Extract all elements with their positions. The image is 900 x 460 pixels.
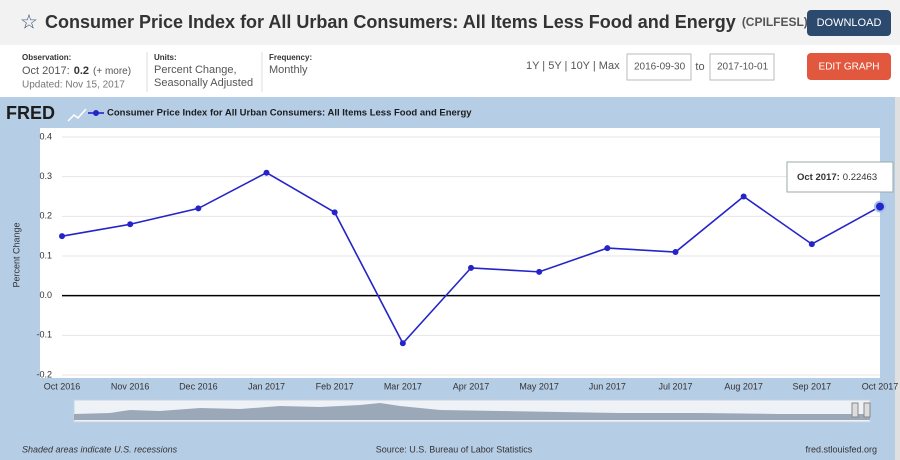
observation: Oct 2017: 0.2 (+ more): [22, 65, 131, 77]
x-tick-label: Jun 2017: [589, 381, 626, 391]
start-date-input[interactable]: [626, 53, 692, 81]
observation-heading: Observation:: [22, 53, 71, 62]
navigator-area: [74, 403, 870, 420]
tooltip-value: 0.22463: [843, 172, 877, 183]
more-link[interactable]: (+ more): [93, 66, 131, 77]
edit-graph-button[interactable]: [807, 53, 891, 80]
x-tick-label: Nov 2016: [111, 381, 150, 391]
tooltip: Oct 2017: 0.22463: [786, 161, 894, 193]
source: Source: U.S. Bureau of Labor Statistics: [376, 444, 533, 454]
x-tick-label: May 2017: [519, 381, 559, 391]
y-tick-label: 0.0: [39, 290, 52, 300]
x-tick-label: Oct 2016: [44, 381, 81, 391]
data-point: [604, 245, 611, 252]
y-tick-label: -0.1: [36, 330, 52, 340]
range-links[interactable]: 1Y | 5Y | 10Y | Max: [526, 60, 620, 72]
data-point: [127, 221, 134, 228]
data-point: [536, 268, 543, 275]
end-date[interactable]: 2017-10-01: [717, 62, 769, 73]
download-label[interactable]: DOWNLOAD: [817, 17, 882, 29]
units: Seasonally Adjusted: [154, 77, 253, 89]
logo-icon: [67, 108, 87, 122]
navigator-handle[interactable]: [863, 402, 871, 418]
to-label: to: [695, 61, 704, 73]
y-tick-label: 0.1: [39, 250, 52, 260]
plot: -0.2 -0.1 0.0 0.1 0.2 0.3 0.4 Oct 2016 Nov 2016 D…: [36, 131, 898, 391]
tooltip-box: [786, 161, 894, 193]
site: fred.stlouisfed.org: [805, 444, 877, 454]
updated: Updated: Nov 15, 2017: [22, 80, 125, 91]
frequency-heading: Frequency:: [269, 53, 312, 62]
page-title: Consumer Price Index for All Urban Consu…: [45, 12, 808, 32]
observation-date: Oct 2017:: [22, 65, 70, 77]
start-date[interactable]: 2016-09-30: [634, 62, 686, 73]
tooltip-label: Oct 2017:: [797, 172, 840, 183]
plot-background: [40, 128, 880, 378]
x-tick-label: Aug 2017: [724, 381, 763, 391]
frequency: Monthly: [269, 64, 308, 76]
fred-logo: FRED: [6, 103, 55, 123]
x-tick-label: Sep 2017: [793, 381, 832, 391]
series-id: (CPILFESL): [742, 15, 808, 29]
data-point: [874, 200, 886, 213]
y-tick-label: -0.2: [36, 369, 52, 379]
units-heading: Units:: [154, 53, 177, 62]
end-date-input[interactable]: [709, 53, 775, 81]
y-axis-label: Percent Change: [11, 222, 21, 287]
y-tick-label: 0.4: [39, 131, 52, 141]
tooltip-text: Oct 2017: 0.22463: [797, 172, 877, 183]
recession-note: Shaded areas indicate U.S. recessions: [22, 444, 178, 454]
x-tick-label: Mar 2017: [384, 381, 422, 391]
y-tick-label: 0.2: [39, 211, 52, 221]
legend-marker: [93, 110, 99, 116]
data-point: [331, 209, 338, 216]
scrollbar: [895, 97, 900, 460]
x-tick-label: Feb 2017: [316, 381, 354, 391]
observation-value: 0.2: [74, 65, 89, 77]
header-bar: [0, 0, 900, 45]
y-tick-label: 0.3: [39, 171, 52, 181]
x-tick-label: Jul 2017: [658, 381, 692, 391]
x-tick-label: Apr 2017: [453, 381, 490, 391]
data-point: [808, 241, 815, 248]
units: Percent Change,: [154, 64, 237, 76]
x-tick-label: Jan 2017: [248, 381, 285, 391]
data-point: [263, 169, 270, 176]
navigator-handle[interactable]: [851, 402, 859, 418]
edit-graph-label[interactable]: EDIT GRAPH: [819, 62, 880, 73]
data-point: [399, 340, 406, 347]
data-point: [59, 233, 65, 240]
legend-label: Consumer Price Index for All Urban Consu…: [107, 108, 472, 119]
title-text: Consumer Price Index for All Urban Consu…: [45, 12, 736, 32]
data-point: [468, 264, 474, 271]
star-icon[interactable]: ☆: [20, 11, 38, 33]
data-point: [195, 205, 202, 212]
download-button[interactable]: [807, 10, 891, 36]
x-tick-label: Oct 2017: [862, 381, 899, 391]
data-point: [672, 249, 679, 256]
x-tick-label: Dec 2016: [179, 381, 218, 391]
data-point: [740, 193, 747, 200]
